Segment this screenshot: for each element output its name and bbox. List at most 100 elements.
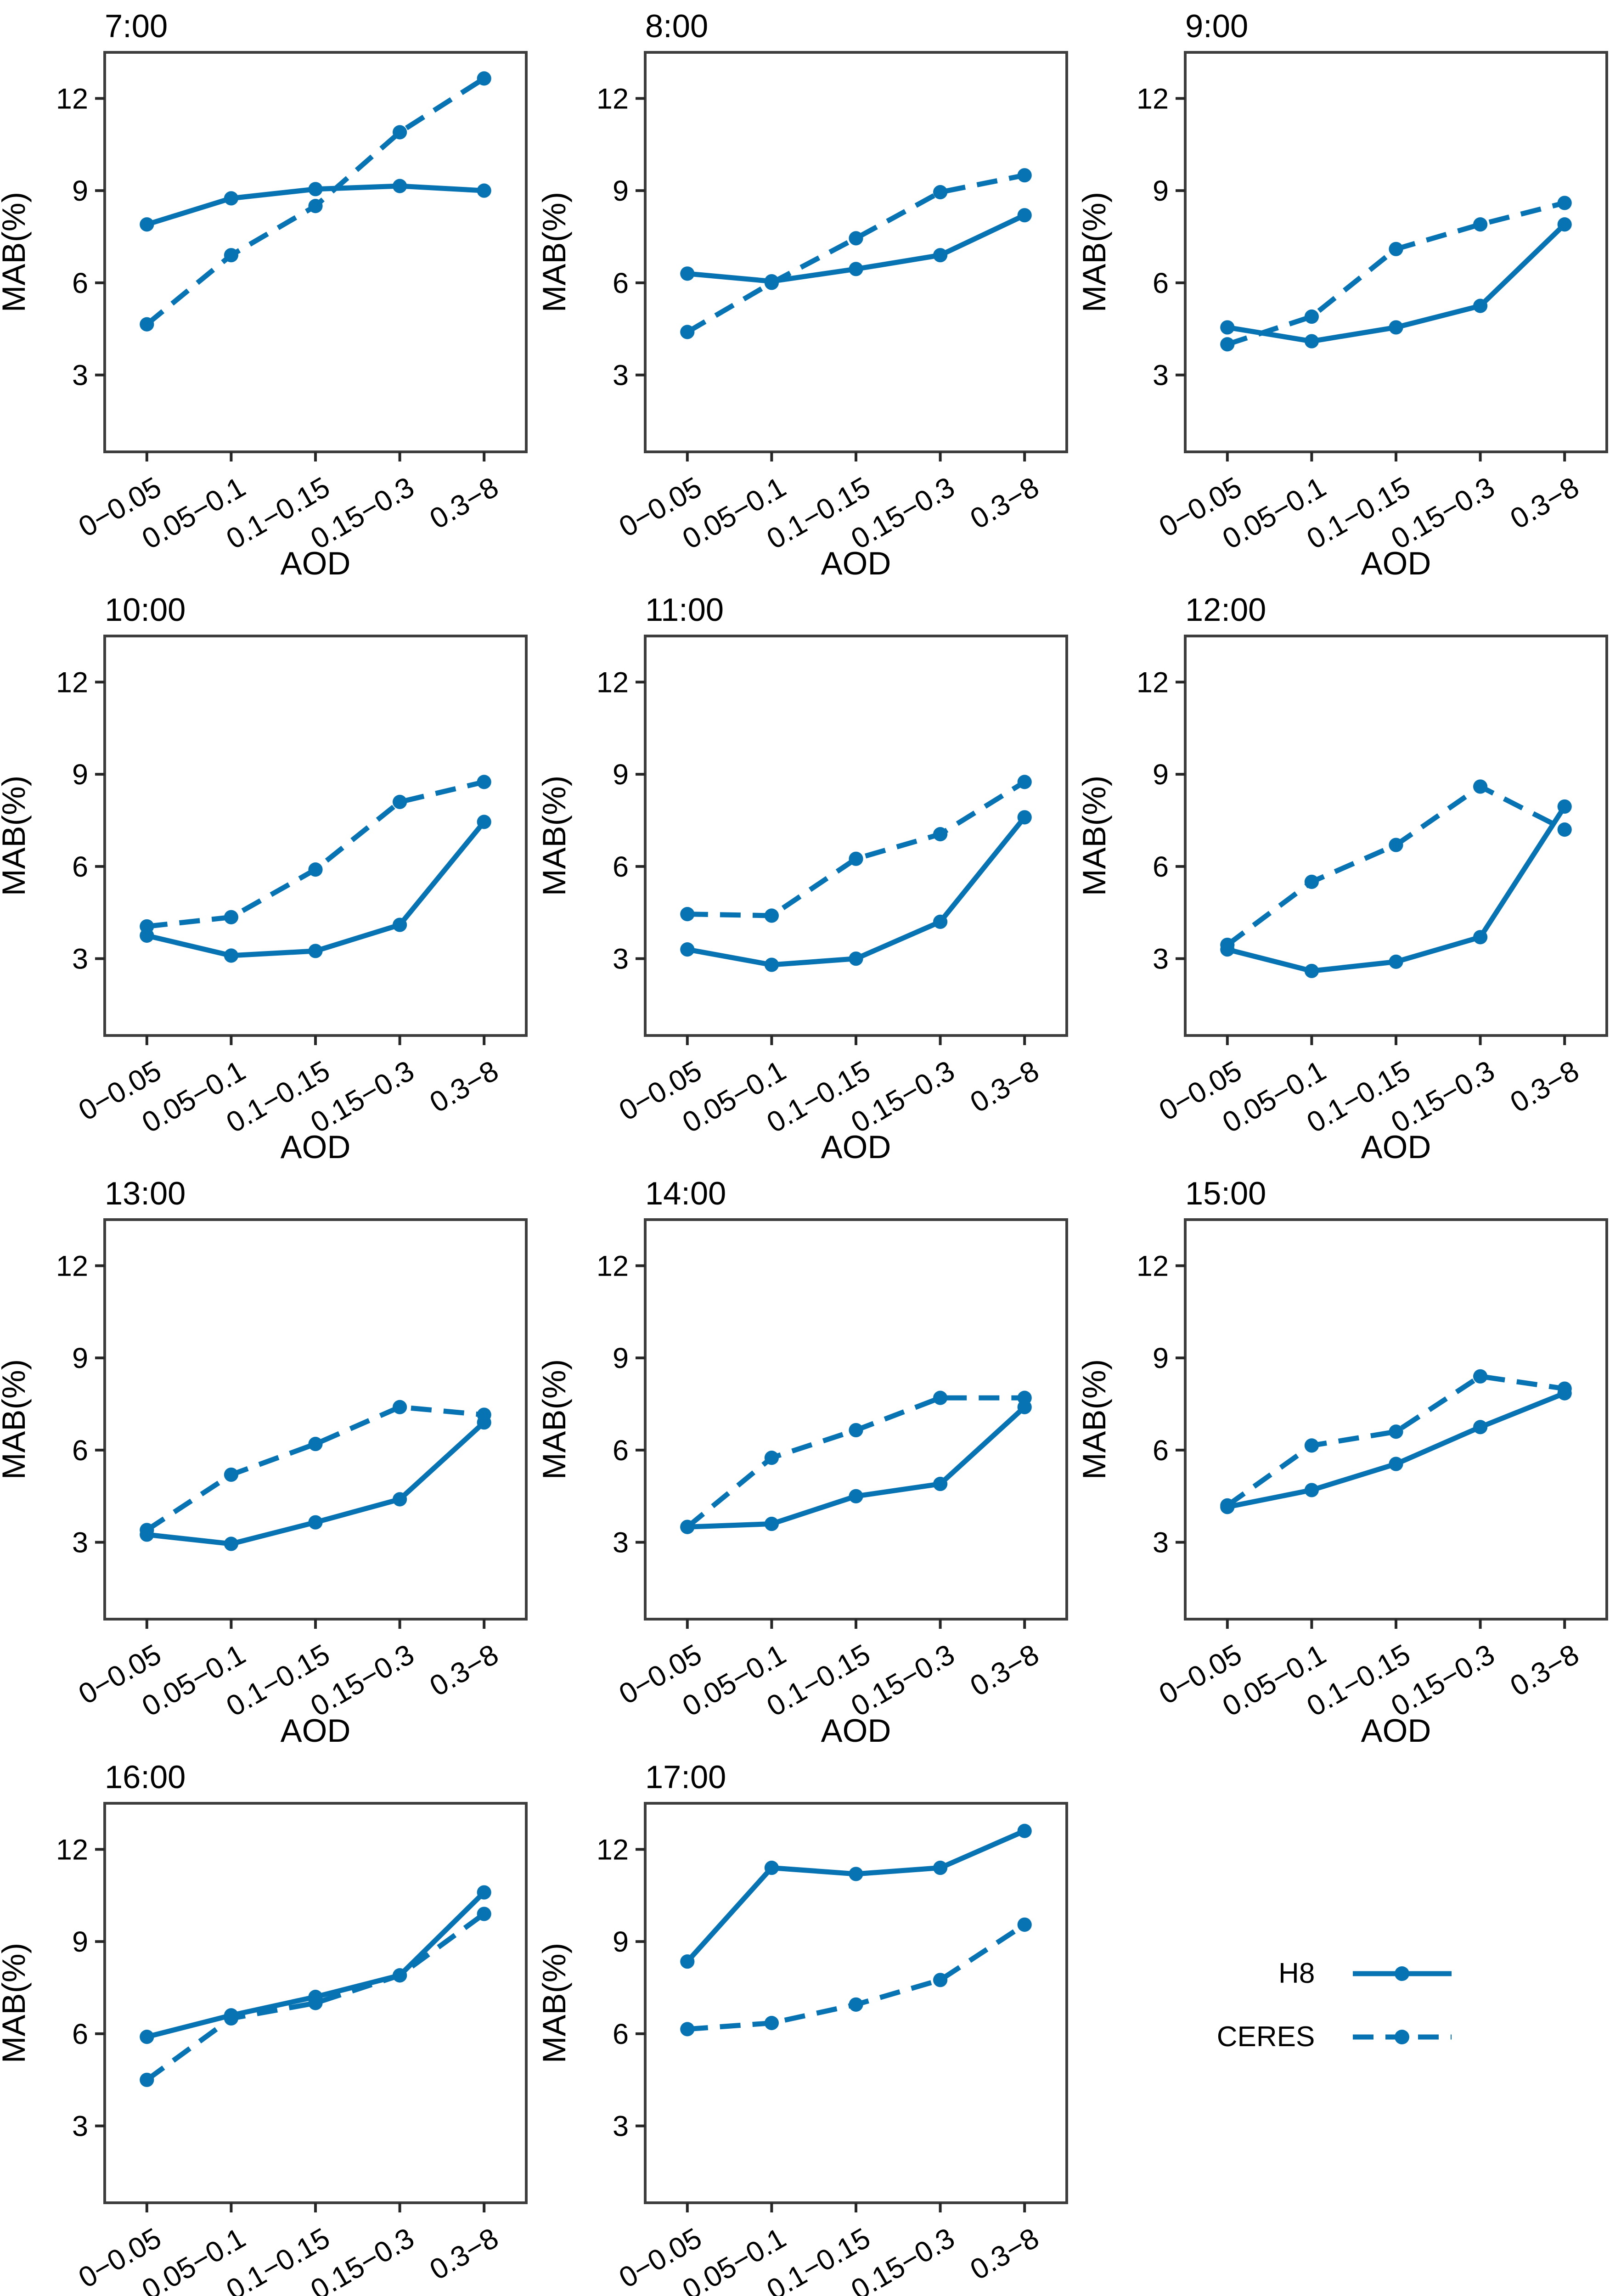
chart-cell-16-00: 3 6 9 12 0−0.05 0.05−0.1 0.1−0.15 0.15−0.3 0.3−8… — [0, 1751, 540, 2296]
y-tick-label: 9 — [1153, 1342, 1169, 1374]
data-point-h8 — [140, 2030, 154, 2044]
legend-label-h8: H8 — [1278, 1958, 1315, 1989]
data-point-ceres — [477, 775, 491, 789]
data-point-h8 — [849, 1867, 863, 1881]
series-line-ceres — [685, 1395, 1024, 1529]
panel-title: 11:00 — [645, 591, 724, 628]
data-point-ceres — [1305, 1438, 1319, 1453]
data-point-h8 — [224, 1536, 238, 1551]
data-point-h8 — [1389, 320, 1403, 335]
data-point-ceres — [1220, 1498, 1235, 1513]
data-point-ceres — [1557, 1381, 1572, 1396]
panel-title: 9:00 — [1185, 8, 1248, 44]
chart-cell-7-00: 3 6 9 12 0−0.05 0.05−0.1 0.1−0.15 0.15−0.3 0.3−8… — [0, 0, 540, 584]
y-tick-label: 3 — [613, 360, 629, 392]
x-tick-label: 0.3−8 — [1505, 471, 1584, 535]
data-point-ceres — [764, 908, 779, 923]
y-tick-label: 9 — [613, 1342, 629, 1374]
data-point-ceres — [680, 325, 695, 339]
panel-title: 15:00 — [1185, 1175, 1266, 1211]
y-tick-label: 3 — [1153, 1527, 1169, 1559]
y-tick-label: 3 — [613, 2110, 629, 2143]
y-tick-label: 6 — [72, 2018, 88, 2050]
data-point-ceres — [1557, 822, 1572, 837]
y-axis-label: MAB(%) — [1081, 776, 1112, 896]
legend: H8 CERES — [1081, 1751, 1621, 2296]
data-point-h8 — [1389, 954, 1403, 969]
data-point-ceres — [140, 317, 154, 332]
data-point-h8 — [392, 1492, 407, 1507]
y-tick-label: 12 — [56, 83, 88, 115]
series-line-ceres — [145, 1404, 484, 1532]
data-point-ceres — [764, 276, 779, 290]
y-tick-label: 3 — [1153, 360, 1169, 392]
chart-cell-14-00: 3 6 9 12 0−0.05 0.05−0.1 0.1−0.15 0.15−0.3 0.3−8… — [540, 1167, 1081, 1751]
y-tick-label: 12 — [56, 666, 88, 698]
series-line-ceres — [146, 779, 485, 929]
chart-cell-13-00: 3 6 9 12 0−0.05 0.05−0.1 0.1−0.15 0.15−0.3 0.3−8… — [0, 1167, 540, 1751]
data-point-ceres — [933, 185, 947, 200]
data-point-ceres — [933, 1390, 947, 1405]
y-tick-label: 9 — [72, 1342, 88, 1374]
data-point-ceres — [308, 1996, 323, 2010]
y-tick-label: 12 — [56, 1250, 88, 1282]
x-axis-label: AOD — [821, 545, 891, 581]
y-tick-label: 6 — [1153, 1435, 1169, 1467]
y-axis-label: MAB(%) — [540, 776, 572, 896]
y-tick-label: 9 — [72, 1926, 88, 1958]
series-line-ceres — [1226, 1373, 1565, 1508]
y-tick-label: 6 — [72, 851, 88, 883]
x-axis-label: AOD — [1361, 545, 1431, 581]
panel-title: 10:00 — [105, 591, 186, 628]
data-point-ceres — [308, 862, 323, 877]
y-axis-label: MAB(%) — [1081, 1359, 1112, 1480]
data-point-h8 — [1220, 320, 1235, 335]
chart-cell-11-00: 3 6 9 12 0−0.05 0.05−0.1 0.1−0.15 0.15−0.3 0.3−8… — [540, 584, 1081, 1167]
data-point-ceres — [224, 1467, 238, 1482]
data-point-ceres — [933, 827, 947, 842]
series-line-ceres — [687, 1922, 1026, 2032]
chart-cell-8-00: 3 6 9 12 0−0.05 0.05−0.1 0.1−0.15 0.15−0.3 0.3−8… — [540, 0, 1081, 584]
data-point-h8 — [849, 1489, 863, 1503]
panel-title: 17:00 — [645, 1759, 726, 1795]
y-tick-label: 9 — [1153, 759, 1169, 791]
plot-box — [643, 1218, 1068, 1621]
y-tick-label: 12 — [1137, 666, 1169, 698]
data-point-h8 — [477, 183, 491, 198]
data-point-ceres — [477, 71, 491, 86]
data-point-ceres — [1017, 775, 1032, 789]
data-point-ceres — [140, 2072, 154, 2087]
y-tick-label: 6 — [613, 2018, 629, 2050]
y-tick-label: 6 — [613, 1435, 629, 1467]
y-tick-label: 12 — [597, 1250, 629, 1282]
data-point-h8 — [933, 914, 947, 929]
y-tick-label: 12 — [56, 1834, 88, 1866]
chart-cell-9-00: 3 6 9 12 0−0.05 0.05−0.1 0.1−0.15 0.15−0.3 0.3−8… — [1081, 0, 1621, 584]
data-point-ceres — [392, 1400, 407, 1414]
data-point-h8 — [1473, 1420, 1488, 1435]
data-point-h8 — [933, 1476, 947, 1491]
data-point-ceres — [680, 1519, 695, 1534]
y-tick-label: 3 — [613, 1527, 629, 1559]
data-point-ceres — [849, 1423, 863, 1438]
legend-solid-line-icon — [1353, 1966, 1452, 1981]
x-tick-label: 0.3−8 — [965, 1638, 1044, 1702]
y-tick-label: 12 — [597, 666, 629, 698]
y-tick-label: 9 — [1153, 175, 1169, 207]
x-axis-label: AOD — [281, 1712, 351, 1749]
y-axis-label: MAB(%) — [540, 192, 572, 312]
x-axis-label: AOD — [821, 1129, 891, 1165]
data-point-h8 — [764, 1516, 779, 1531]
data-point-h8 — [477, 815, 491, 829]
data-point-h8 — [1017, 1823, 1032, 1838]
data-point-h8 — [849, 262, 863, 276]
y-axis-label: MAB(%) — [0, 1943, 32, 2063]
series-line-ceres — [686, 173, 1025, 334]
data-point-h8 — [477, 1885, 491, 1900]
